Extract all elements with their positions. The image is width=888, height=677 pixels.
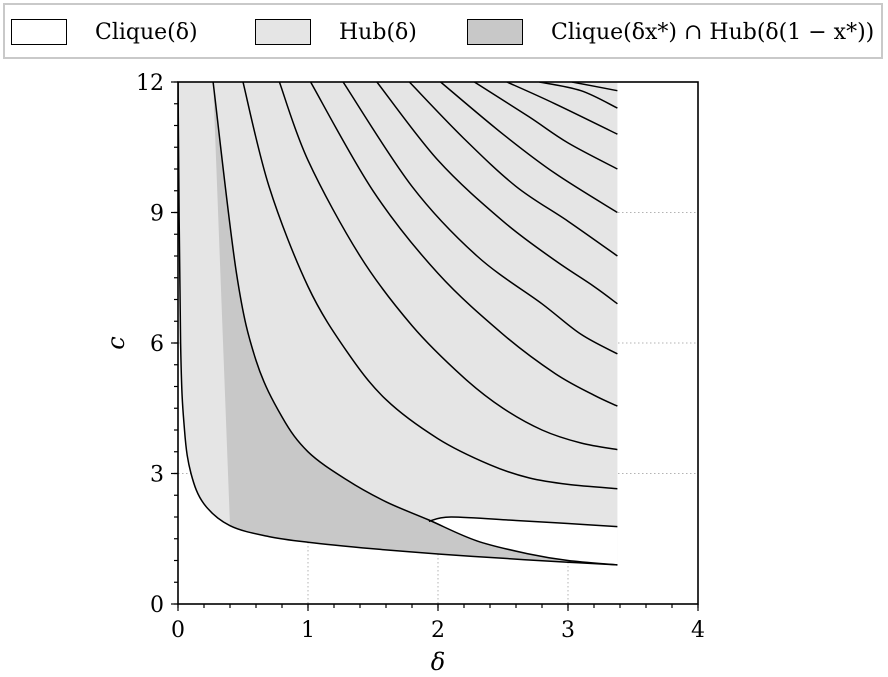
legend-item-hub: Hub(δ) [255,17,417,47]
legend-label-clique: Clique(δ) [95,19,198,45]
intersection-region [213,82,618,565]
boundary-curve-5 [309,82,618,407]
boundary-curve-9 [440,82,618,214]
boundary-curve-10 [473,82,618,170]
boundary-curve-7 [376,82,618,305]
axis-ticks [171,81,699,611]
x-tick-label: 1 [301,618,315,643]
x-tick-label: 3 [561,618,575,643]
y-axis-label: c [102,336,130,349]
boundary-curve-3 [242,82,618,490]
legend-label-hub: Hub(δ) [339,19,417,45]
legend-swatch-hub [255,19,311,45]
boundary-curves [178,82,618,566]
legend: Clique(δ) Hub(δ) Clique(δx*) ∩ Hub(δ(1 −… [3,3,883,59]
boundary-curve-8 [408,82,618,257]
x-tick-label: 4 [691,618,705,643]
boundary-curve-1 [212,82,618,566]
y-tick-label: 3 [150,463,164,488]
legend-swatch-intersection [467,19,523,45]
legend-item-clique: Clique(δ) [11,17,198,47]
legend-item-intersection: Clique(δx*) ∩ Hub(δ(1 − x*)) [467,17,874,47]
boundary-curve-4 [278,82,618,451]
y-tick-label: 0 [150,593,164,618]
legend-label-intersection: Clique(δx*) ∩ Hub(δ(1 − x*)) [551,19,875,45]
boundary-curve-2 [428,516,618,528]
y-tick-label: 6 [150,332,164,357]
y-tick-label: 9 [150,202,164,227]
boundary-curve-11 [506,82,618,135]
x-axis-label: δ [431,648,445,676]
y-tick-label: 12 [136,71,164,96]
legend-swatch-clique [11,19,67,45]
clique-notch-region [428,516,618,565]
x-tick-label: 2 [431,618,445,643]
x-tick-label: 0 [171,618,185,643]
boundary-curve-0 [178,82,618,566]
boundary-curve-12 [539,82,618,109]
regions [178,82,618,565]
boundary-curve-6 [342,82,618,355]
